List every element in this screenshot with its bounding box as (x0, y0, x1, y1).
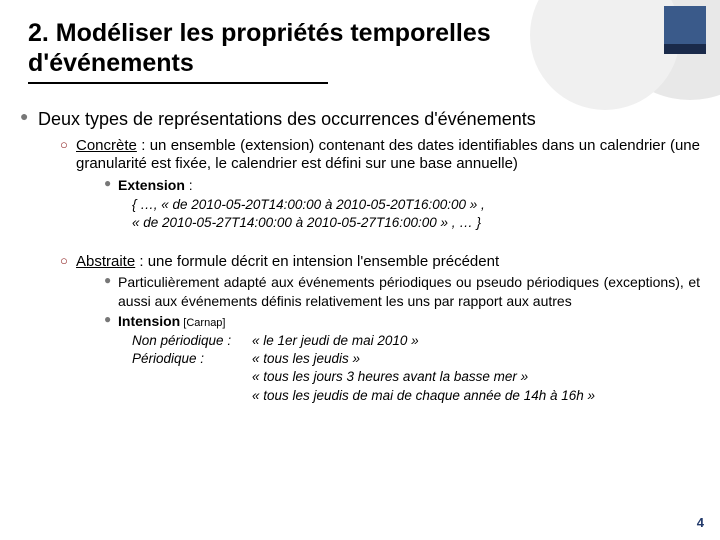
abstract-desc: : une formule décrit en intension l'ense… (135, 253, 499, 270)
bullet-icon: ● (20, 108, 38, 131)
p-val2: « tous les jours 3 heures avant la basse… (252, 368, 528, 386)
bullet-icon: ● (104, 312, 118, 330)
concrete-label: Concrète (76, 137, 137, 154)
intension-label: Intension (118, 313, 180, 329)
adapt-text: Particulièrement adapté aux événements p… (118, 273, 700, 309)
bullet-intension: ● Intension [Carnap] (104, 312, 700, 330)
ext-line1: { …, « de 2010-05-20T14:00:00 à 2010-05-… (132, 196, 700, 214)
bullet-icon: ● (104, 176, 118, 194)
concrete-desc: : un ensemble (extension) contenant des … (76, 137, 700, 173)
bullet-extension: ● Extension : (104, 176, 700, 194)
extension-text: Extension : (118, 176, 193, 194)
p-val3: « tous les jeudis de mai de chaque année… (252, 387, 595, 405)
slide-body: ● Deux types de représentations des occu… (20, 108, 700, 405)
bullet-level1: ● Deux types de représentations des occu… (20, 108, 700, 131)
p-val1: « tous les jeudis » (252, 350, 360, 368)
np-label: Non périodique : (132, 332, 252, 350)
p-label: Périodique : (132, 350, 252, 368)
bullet-concrete: ○ Concrète : un ensemble (extension) con… (60, 137, 700, 175)
extension-label: Extension (118, 177, 185, 193)
intension-lines: Non périodique : « le 1er jeudi de mai 2… (132, 332, 700, 405)
extension-lines: { …, « de 2010-05-20T14:00:00 à 2010-05-… (132, 196, 700, 232)
bullet-abstract: ○ Abstraite : une formule décrit en inte… (60, 253, 700, 272)
np-val: « le 1er jeudi de mai 2010 » (252, 332, 419, 350)
ext-line2: « de 2010-05-27T14:00:00 à 2010-05-27T16… (132, 214, 700, 232)
page-number: 4 (697, 515, 704, 530)
bullet-adapt: ● Particulièrement adapté aux événements… (104, 273, 700, 309)
title-underline (28, 82, 328, 84)
bullet-icon: ○ (60, 253, 76, 272)
level1-text: Deux types de représentations des occurr… (38, 108, 536, 131)
abstract-label: Abstraite (76, 253, 135, 270)
bullet-icon: ● (104, 273, 118, 309)
bullet-icon: ○ (60, 137, 76, 175)
slide: 2. Modéliser les propriétés temporelles … (0, 0, 720, 540)
logo (664, 6, 706, 54)
abstract-text: Abstraite : une formule décrit en intens… (76, 253, 499, 272)
intension-ref: [Carnap] (180, 317, 225, 329)
concrete-text: Concrète : un ensemble (extension) conte… (76, 137, 700, 175)
intension-text: Intension [Carnap] (118, 312, 225, 330)
slide-title: 2. Modéliser les propriétés temporelles … (28, 18, 630, 78)
